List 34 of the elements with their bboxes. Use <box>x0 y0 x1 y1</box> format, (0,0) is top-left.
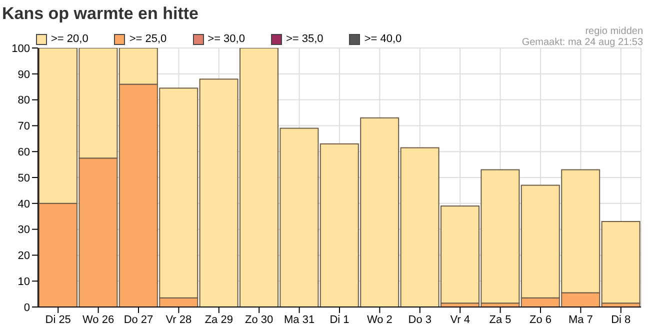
y-tick-label: 20 <box>18 250 30 262</box>
y-tick-label: 100 <box>12 42 30 55</box>
x-tick-label: Vr 28 <box>166 314 192 326</box>
x-tick-label: Di 25 <box>45 314 71 326</box>
series-label: >= 20,0 <box>51 33 88 45</box>
legend-label: >= 25,0 <box>129 33 167 45</box>
annotation: Gemaakt: ma 24 aug 21:53 <box>522 37 643 48</box>
y-tick-label: 60 <box>18 146 30 159</box>
x-tick-label: Wo 2 <box>366 314 392 326</box>
x-tick-label: Ma 7 <box>568 314 593 326</box>
x-tick-label: Wo 26 <box>82 314 114 326</box>
y-tick-label: 90 <box>18 68 30 81</box>
y-tick-label: 70 <box>18 120 30 133</box>
y-tick-label: 10 <box>18 276 30 288</box>
x-tick-label: Di 1 <box>330 314 350 326</box>
x-tick-label: Ma 31 <box>284 314 315 326</box>
x-tick-label: Zo 6 <box>529 314 552 326</box>
legend-label: >= 35,0 <box>286 33 324 45</box>
x-tick-label: Za 5 <box>489 314 512 326</box>
chart-title: Kans op warmte en hitte <box>2 4 198 24</box>
x-tick-label: Za 29 <box>204 314 233 326</box>
legend-label: >= 40,0 <box>364 33 402 45</box>
y-tick-label: 0 <box>24 302 30 314</box>
x-tick-label: Do 27 <box>124 314 154 326</box>
y-tick-label: 50 <box>18 172 30 184</box>
y-tick-label: 30 <box>18 224 30 236</box>
x-tick-label: Zo 30 <box>245 314 274 326</box>
x-tick-label: Di 8 <box>611 314 631 326</box>
x-tick-label: Do 3 <box>408 314 432 326</box>
y-tick-label: 80 <box>18 94 30 107</box>
y-tick-label: 40 <box>18 198 30 210</box>
legend-label: >= 30,0 <box>208 33 245 45</box>
x-tick-label: Vr 4 <box>450 314 470 326</box>
text: regio midden <box>584 26 643 37</box>
